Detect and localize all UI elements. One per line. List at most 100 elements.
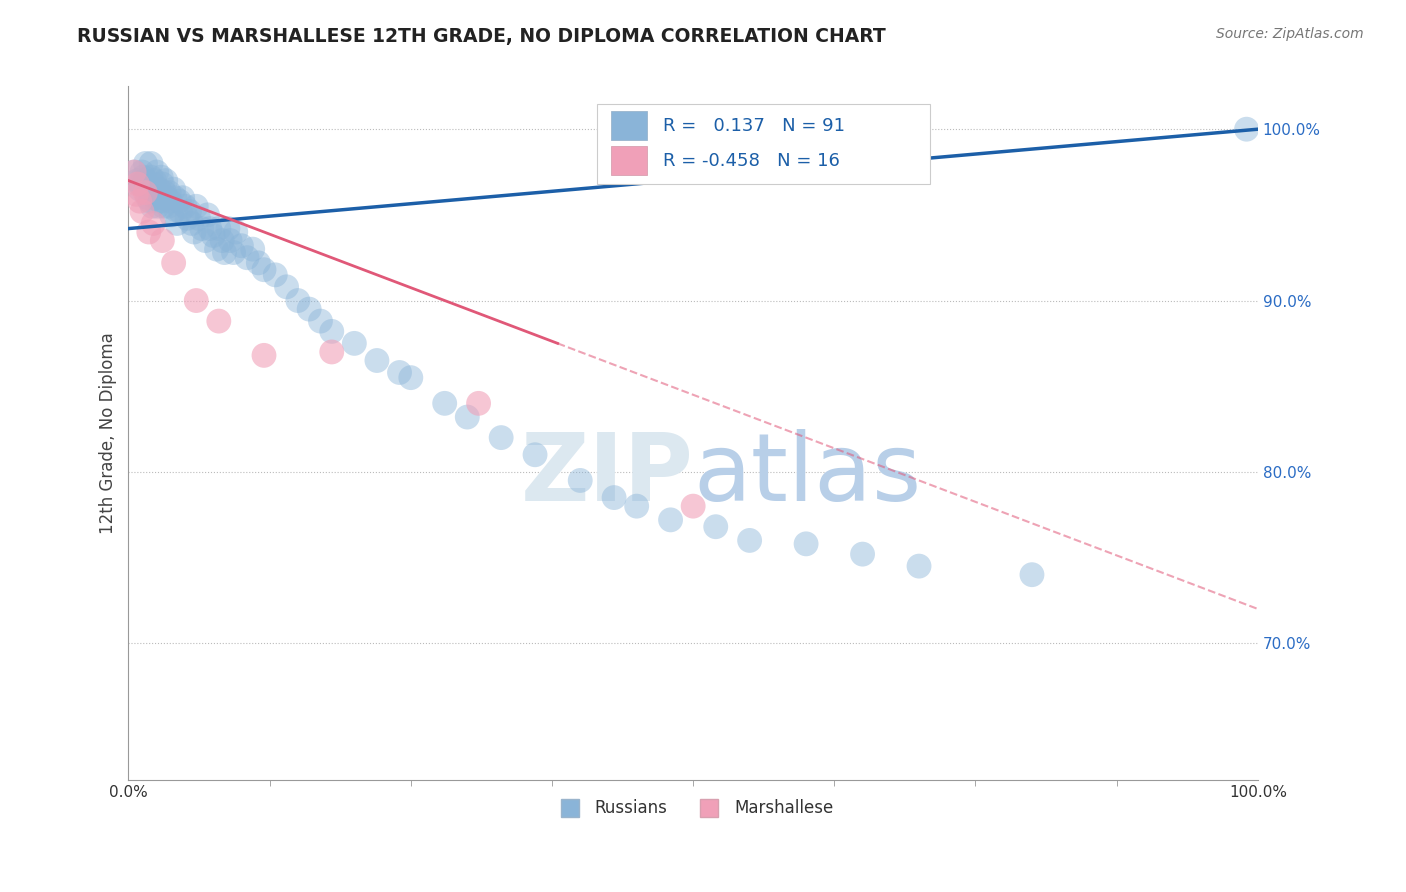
Point xyxy=(738,533,761,548)
Point xyxy=(139,156,162,170)
Point xyxy=(186,199,208,213)
Point xyxy=(172,191,194,205)
Point xyxy=(247,256,270,270)
Point xyxy=(122,165,145,179)
Point xyxy=(197,208,219,222)
Point xyxy=(128,182,150,196)
Point xyxy=(145,165,167,179)
Point xyxy=(146,199,169,213)
Point xyxy=(287,293,309,308)
Point xyxy=(127,173,149,187)
Point xyxy=(122,165,145,179)
Point xyxy=(179,204,201,219)
Point xyxy=(321,345,343,359)
Point xyxy=(139,194,162,209)
Point xyxy=(388,366,411,380)
Point xyxy=(309,314,332,328)
Point xyxy=(222,245,245,260)
Point xyxy=(219,234,242,248)
Point xyxy=(157,186,180,200)
Point xyxy=(163,191,186,205)
Point xyxy=(160,208,183,222)
Point xyxy=(142,177,165,191)
Point xyxy=(128,177,150,191)
Point xyxy=(603,491,626,505)
Point xyxy=(208,221,231,235)
Point xyxy=(143,173,166,187)
Point xyxy=(156,199,179,213)
Point xyxy=(142,216,165,230)
Text: R = -0.458   N = 16: R = -0.458 N = 16 xyxy=(662,152,839,169)
Text: Source: ZipAtlas.com: Source: ZipAtlas.com xyxy=(1216,27,1364,41)
Point xyxy=(183,225,205,239)
Point xyxy=(253,348,276,362)
Point xyxy=(794,537,817,551)
Point xyxy=(851,547,873,561)
Point xyxy=(159,194,181,209)
FancyBboxPatch shape xyxy=(610,112,647,140)
Point xyxy=(150,177,173,191)
Point xyxy=(489,431,512,445)
Text: ZIP: ZIP xyxy=(520,429,693,521)
Point xyxy=(180,216,202,230)
Point xyxy=(456,410,478,425)
Point xyxy=(202,228,225,243)
Point xyxy=(524,448,547,462)
Point xyxy=(150,234,173,248)
Point xyxy=(148,182,170,196)
Point xyxy=(242,242,264,256)
Point xyxy=(231,238,253,252)
Point xyxy=(198,221,221,235)
Point xyxy=(569,474,592,488)
Point xyxy=(194,234,217,248)
Point xyxy=(433,396,456,410)
Point xyxy=(156,191,179,205)
Point xyxy=(141,199,163,213)
Point xyxy=(1021,567,1043,582)
Point xyxy=(253,262,276,277)
Point xyxy=(208,314,231,328)
Point xyxy=(399,370,422,384)
Point xyxy=(682,499,704,513)
Point xyxy=(153,186,176,200)
Text: RUSSIAN VS MARSHALLESE 12TH GRADE, NO DIPLOMA CORRELATION CHART: RUSSIAN VS MARSHALLESE 12TH GRADE, NO DI… xyxy=(77,27,886,45)
Point xyxy=(135,177,157,191)
Y-axis label: 12th Grade, No Diploma: 12th Grade, No Diploma xyxy=(100,333,117,534)
Point xyxy=(626,499,648,513)
Point xyxy=(236,251,259,265)
Point xyxy=(163,182,186,196)
FancyBboxPatch shape xyxy=(610,146,647,175)
Point xyxy=(659,513,682,527)
Point xyxy=(150,191,173,205)
Point xyxy=(298,302,321,317)
Point xyxy=(134,156,156,170)
Point xyxy=(1236,122,1258,136)
Point xyxy=(704,519,727,533)
Point xyxy=(908,559,931,574)
Point xyxy=(191,221,214,235)
Point xyxy=(131,204,153,219)
Point xyxy=(145,191,167,205)
Point xyxy=(187,211,209,226)
Point xyxy=(366,353,388,368)
Point xyxy=(217,221,239,235)
Point xyxy=(176,211,198,226)
Point xyxy=(163,256,186,270)
Point xyxy=(131,165,153,179)
Point xyxy=(467,396,489,410)
Point xyxy=(138,182,160,196)
Point xyxy=(276,280,298,294)
Point xyxy=(205,242,228,256)
Point xyxy=(125,187,148,202)
Point xyxy=(343,336,366,351)
Point xyxy=(127,177,149,191)
Point xyxy=(145,186,167,200)
Point xyxy=(134,186,156,200)
Point xyxy=(134,173,156,187)
Point xyxy=(132,170,155,185)
Text: R =   0.137   N = 91: R = 0.137 N = 91 xyxy=(662,117,845,135)
Point xyxy=(136,191,159,205)
Point xyxy=(211,234,233,248)
Point xyxy=(169,204,191,219)
Point xyxy=(225,225,247,239)
